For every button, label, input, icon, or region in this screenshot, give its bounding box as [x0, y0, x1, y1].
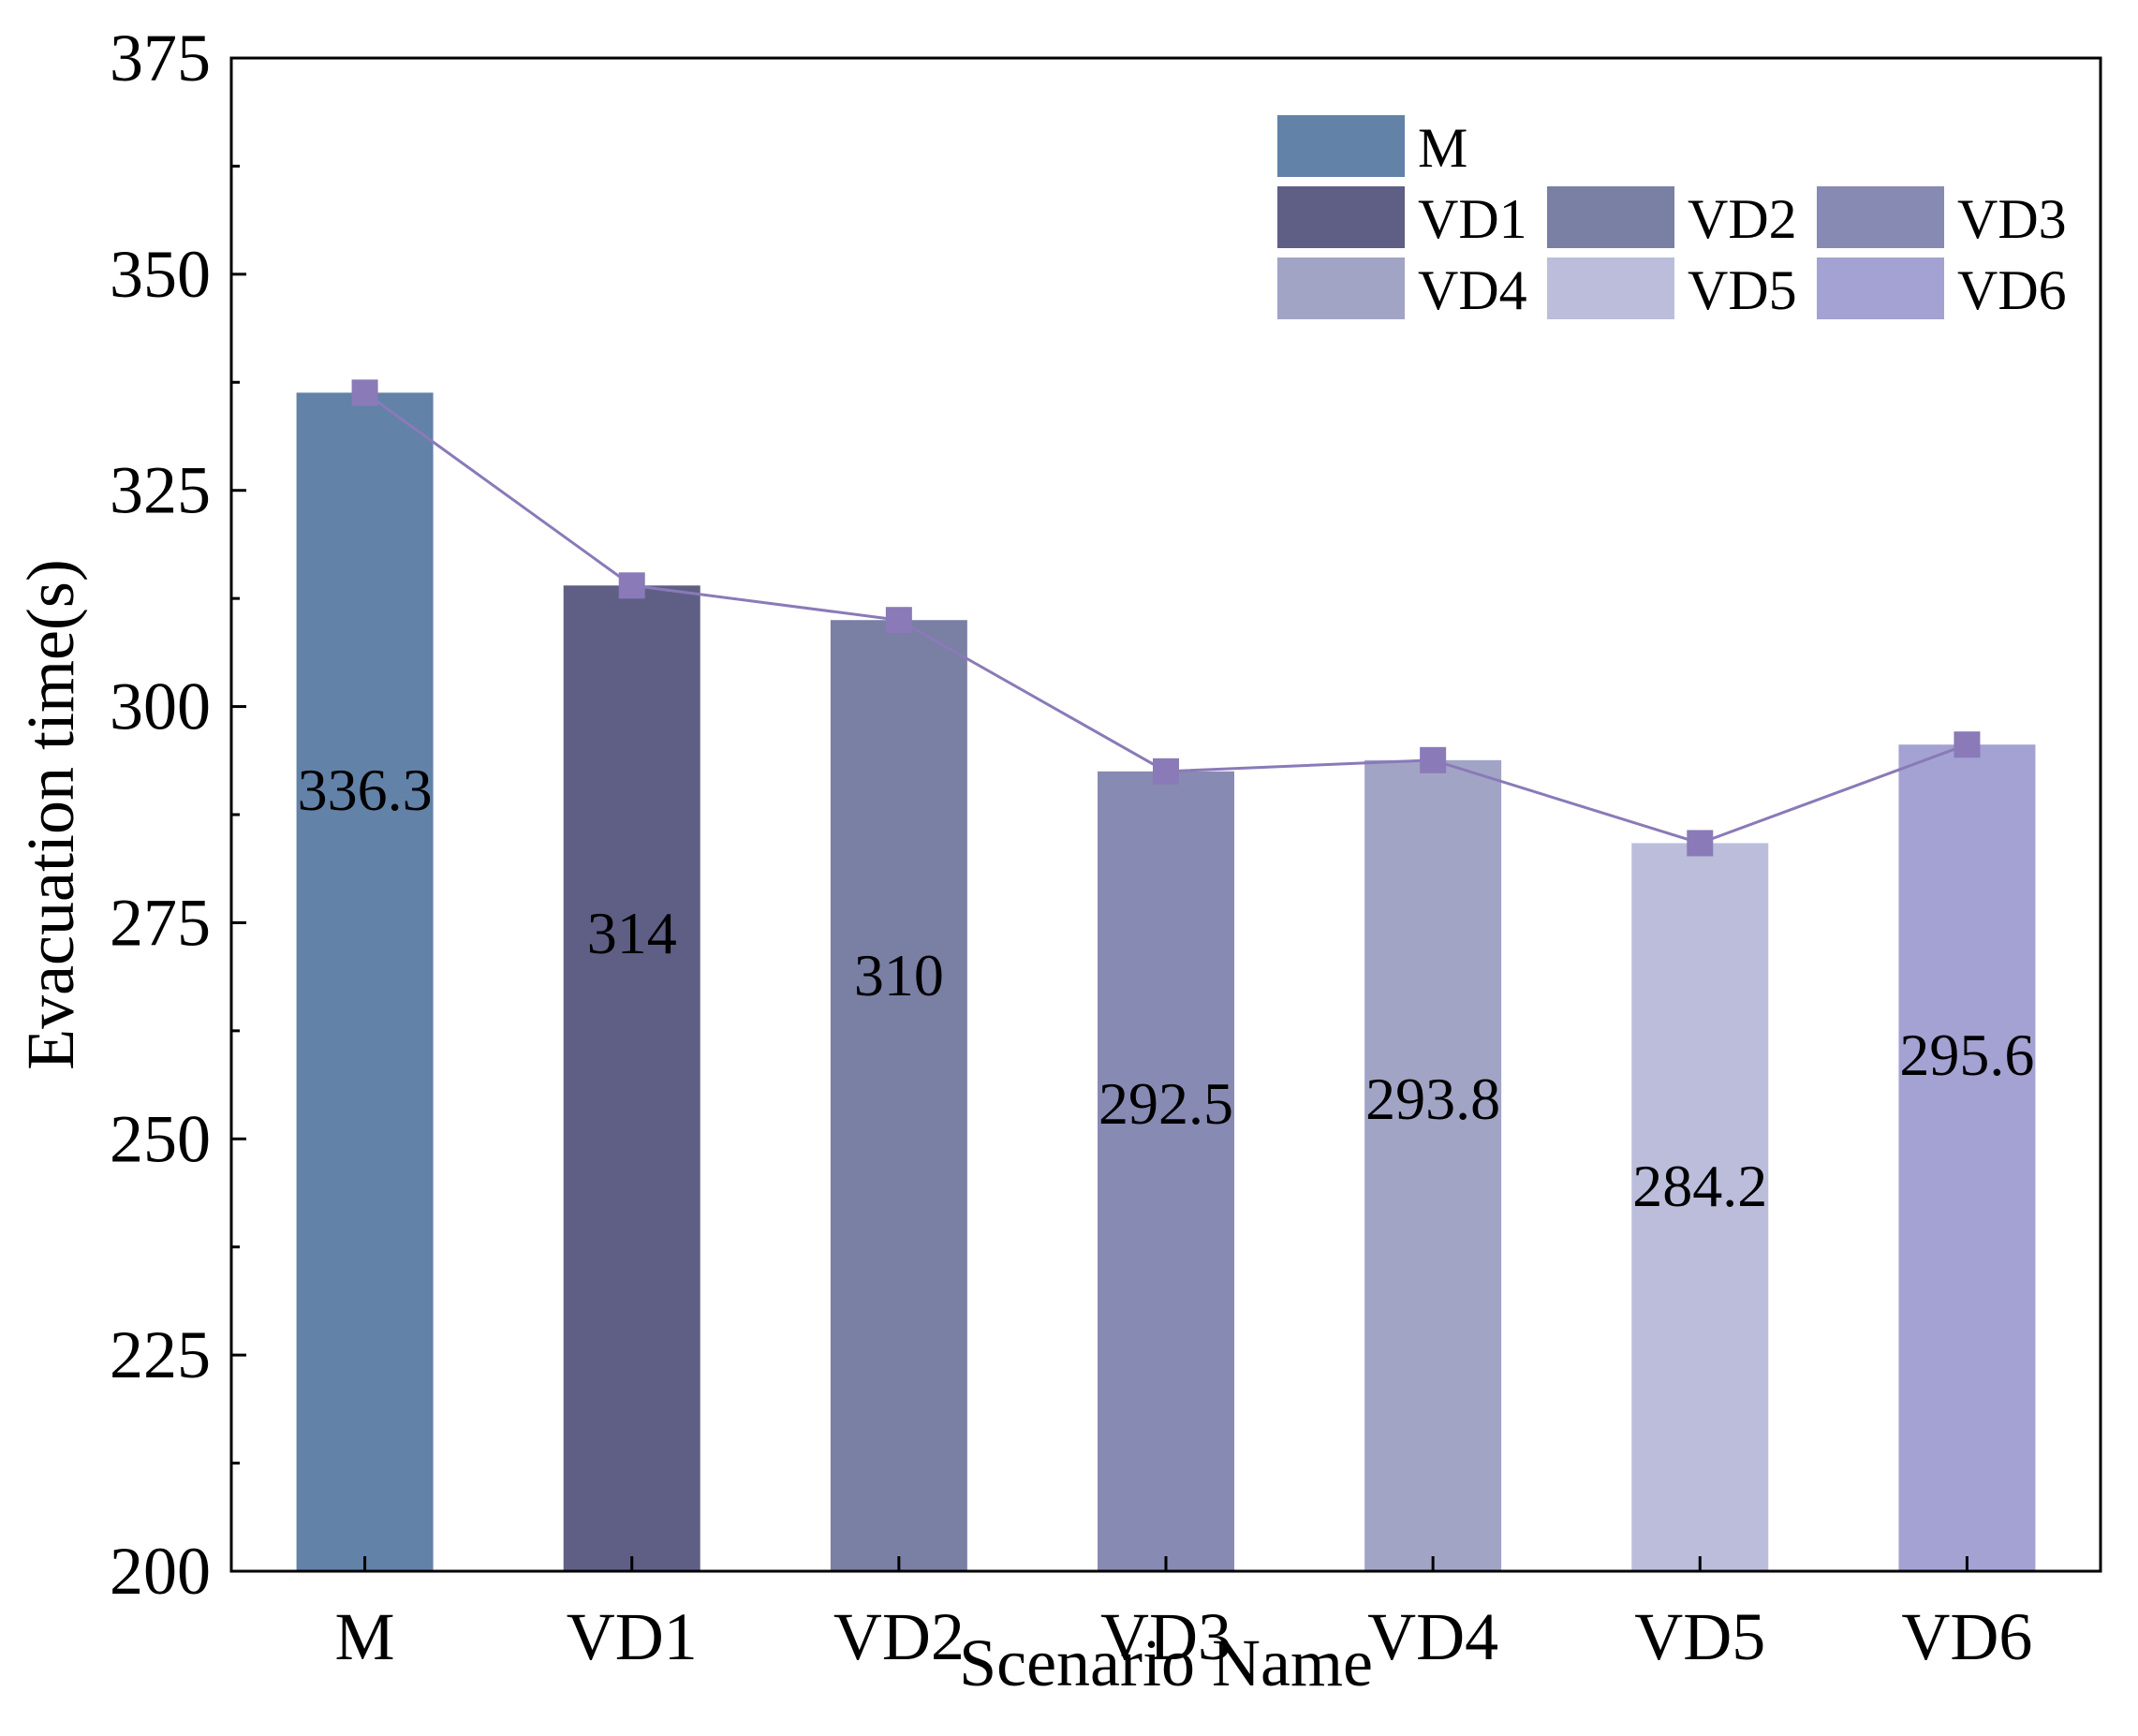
- data-label: 284.2: [1632, 1153, 1767, 1219]
- legend-label: VD5: [1688, 259, 1797, 321]
- x-tick-label: VD3: [1100, 1599, 1231, 1674]
- y-tick-label: 300: [110, 669, 211, 744]
- legend-swatch: [1277, 115, 1405, 177]
- bar: [563, 585, 700, 1571]
- legend-label: VD3: [1957, 188, 2067, 250]
- bar: [1631, 843, 1769, 1571]
- x-tick-label: VD1: [567, 1599, 698, 1674]
- y-tick-label: 275: [110, 885, 211, 960]
- axes-group: 200 225 250 275 300 325 350 375 M VD1 VD2 VD3 VD4 VD5…: [13, 21, 2102, 1700]
- bars-group: [296, 392, 2036, 1572]
- legend-label: M: [1418, 117, 1467, 179]
- legend-label: VD4: [1418, 259, 1527, 321]
- data-labels-group: 336.3 314 310 292.5 293.8 284.2 295.6: [298, 757, 2035, 1219]
- data-label: 310: [854, 942, 944, 1008]
- y-tick-label: 225: [110, 1317, 211, 1392]
- x-tick-label: VD2: [833, 1599, 965, 1674]
- line-marker: [351, 379, 378, 406]
- data-label: 336.3: [298, 757, 433, 823]
- bar: [830, 620, 967, 1571]
- y-tick-label: 250: [110, 1101, 211, 1176]
- legend-swatch: [1547, 186, 1674, 248]
- line-marker: [1153, 758, 1179, 785]
- x-tick-label: M: [335, 1599, 395, 1674]
- line-marker: [618, 572, 645, 599]
- x-axis-title: Scenario Name: [959, 1626, 1373, 1700]
- y-tick-label: 200: [110, 1534, 211, 1609]
- legend-label: VD2: [1688, 188, 1797, 250]
- legend-swatch: [1547, 257, 1674, 319]
- line-marker: [1954, 731, 1981, 758]
- line-marker: [1687, 830, 1714, 857]
- legend-label: VD6: [1957, 259, 2067, 321]
- legend: M VD1 VD2 VD3 VD4 VD5 VD6: [1277, 115, 2067, 321]
- x-tick-label: VD5: [1634, 1599, 1765, 1674]
- bar: [296, 392, 434, 1572]
- legend-swatch: [1277, 257, 1405, 319]
- bar: [1098, 771, 1234, 1571]
- y-axis-title: Evacuation time(s): [13, 559, 88, 1070]
- bar: [1898, 744, 2036, 1571]
- legend-swatch: [1817, 257, 1944, 319]
- line-marker: [1420, 746, 1447, 773]
- legend-swatch: [1277, 186, 1405, 248]
- data-label: 314: [587, 900, 677, 966]
- bar: [1364, 759, 1502, 1571]
- line-marker: [885, 607, 912, 634]
- legend-swatch: [1817, 186, 1944, 248]
- data-label: 293.8: [1365, 1066, 1500, 1132]
- data-label: 295.6: [1899, 1022, 2034, 1088]
- trend-line-group: [351, 379, 1981, 857]
- y-tick-label: 350: [110, 237, 211, 312]
- x-tick-label: VD6: [1901, 1599, 2032, 1674]
- data-label: 292.5: [1098, 1070, 1233, 1137]
- y-tick-label: 325: [110, 453, 211, 528]
- y-tick-label: 375: [110, 21, 211, 96]
- x-tick-label: VD4: [1367, 1599, 1498, 1674]
- legend-label: VD1: [1418, 188, 1527, 250]
